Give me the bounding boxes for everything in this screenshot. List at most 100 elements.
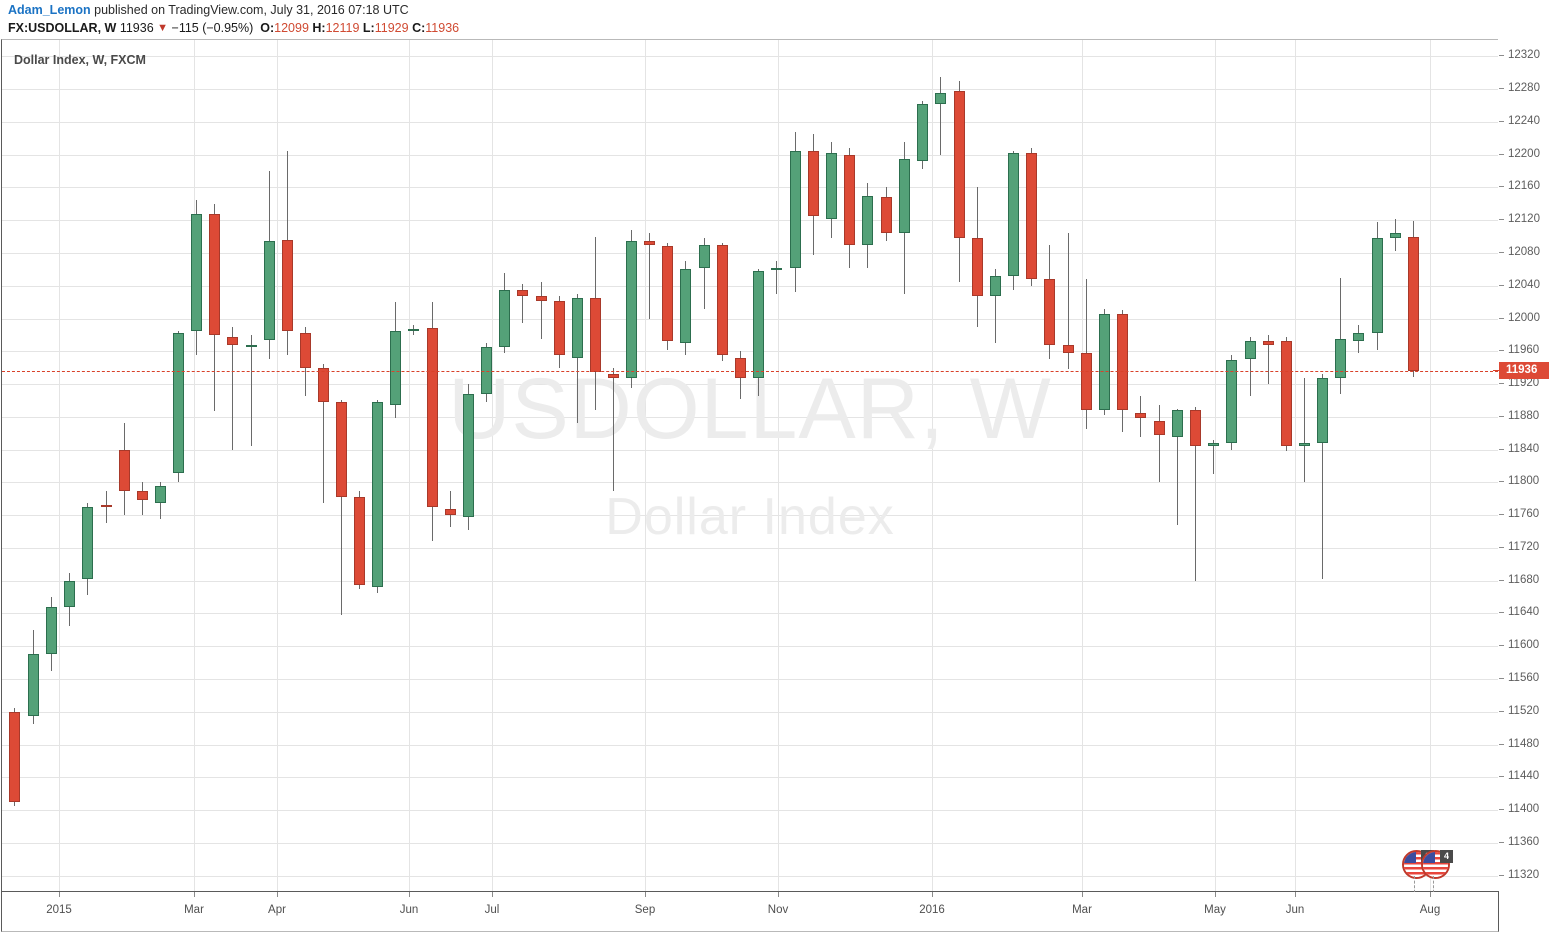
- candle-body: [989, 275, 1001, 296]
- us-flag-icon: [1421, 850, 1450, 879]
- price-axis-tick: 11760: [1498, 507, 1554, 521]
- candlestick: [299, 40, 311, 892]
- tick-mark: [1499, 317, 1504, 319]
- price-axis-label: 12320: [1508, 49, 1540, 62]
- candle-body: [898, 158, 910, 233]
- candlestick: [335, 40, 347, 892]
- candle-body: [553, 300, 565, 356]
- tick-mark: [1499, 678, 1504, 679]
- grid-line-vertical: [59, 40, 60, 892]
- candle-body: [426, 328, 438, 507]
- last-price: 11936: [119, 21, 154, 35]
- tick-mark: [1499, 55, 1504, 57]
- candle-body: [1025, 153, 1037, 280]
- candle-body: [480, 347, 492, 394]
- time-axis-label: Jun: [1285, 904, 1305, 916]
- candle-body: [861, 195, 873, 245]
- candlestick: [607, 40, 619, 892]
- price-axis-tick: 11560: [1498, 671, 1554, 685]
- price-axis-tick: 11600: [1498, 638, 1554, 652]
- symbol-label[interactable]: FX:USDOLLAR, W: [8, 21, 117, 35]
- candlestick: [770, 40, 782, 892]
- time-axis-tick-mark: [492, 892, 493, 897]
- chart-plot-area[interactable]: USDOLLAR, W Dollar Index Dollar Index, W…: [1, 39, 1499, 892]
- candle-body: [807, 150, 819, 217]
- down-arrow-icon: ▼: [157, 22, 169, 34]
- price-axis-label: 11920: [1508, 377, 1540, 390]
- time-axis-tick-mark: [409, 892, 410, 897]
- grid-line-vertical: [492, 40, 493, 892]
- candle-body: [1389, 232, 1401, 239]
- candlestick: [154, 40, 166, 892]
- price-axis-tick: 12200: [1498, 147, 1554, 161]
- candle-wick: [1212, 439, 1214, 475]
- tick-mark: [1499, 579, 1504, 581]
- candlestick: [353, 40, 365, 892]
- candle-body: [770, 267, 782, 270]
- publish-line: Adam_Lemon published on TradingView.com,…: [8, 3, 409, 17]
- candle-wick: [1194, 407, 1196, 581]
- time-axis-tick-mark: [1295, 892, 1296, 897]
- price-axis-tick: 12000: [1498, 311, 1554, 325]
- candle-body: [1171, 410, 1183, 438]
- grid-line-horizontal: [2, 810, 1498, 811]
- time-axis-tick-mark: [1430, 892, 1431, 897]
- candlestick: [1316, 40, 1328, 892]
- tick-mark: [1499, 612, 1504, 614]
- candle-body: [81, 506, 93, 580]
- price-axis-label: 11960: [1508, 344, 1540, 357]
- candle-wick: [648, 232, 650, 319]
- candlestick: [1371, 40, 1383, 892]
- candle-wick: [322, 363, 324, 503]
- tick-mark: [1499, 448, 1504, 450]
- chart-header: Adam_Lemon published on TradingView.com,…: [0, 0, 1555, 35]
- grid-line-horizontal: [2, 712, 1498, 713]
- candle-body: [1280, 341, 1292, 446]
- candle-body: [825, 153, 837, 219]
- author-link[interactable]: Adam_Lemon: [8, 3, 91, 17]
- candlestick: [317, 40, 329, 892]
- candle-body: [208, 213, 220, 335]
- time-axis-tick-mark: [778, 892, 779, 897]
- time-axis-tick-mark: [277, 892, 278, 897]
- tick-mark: [1499, 841, 1504, 843]
- price-axis-tick: 11960: [1498, 343, 1554, 357]
- grid-line-vertical: [1430, 40, 1431, 892]
- candle-body: [317, 367, 329, 403]
- time-axis-label: May: [1204, 904, 1226, 916]
- high-value: 12119: [325, 21, 360, 35]
- candlestick: [45, 40, 57, 892]
- grid-line-horizontal: [2, 286, 1498, 287]
- grid-line-horizontal: [2, 482, 1498, 483]
- candlestick: [971, 40, 983, 892]
- time-axis-label: Jul: [484, 904, 500, 916]
- grid-line-horizontal: [2, 581, 1498, 582]
- price-axis-label: 11400: [1508, 803, 1540, 816]
- price-axis-label: 12080: [1508, 246, 1540, 258]
- candle-body: [172, 333, 184, 473]
- candle-body: [136, 490, 148, 501]
- candlestick: [661, 40, 673, 892]
- candlestick: [1407, 40, 1419, 892]
- price-axis-tick: 12160: [1498, 179, 1554, 193]
- grid-line-horizontal: [2, 548, 1498, 549]
- price-axis-label: 11840: [1508, 442, 1540, 455]
- low-key: L:: [362, 21, 375, 35]
- tick-mark: [1499, 809, 1504, 811]
- candlestick: [444, 40, 456, 892]
- candle-body: [1407, 237, 1419, 371]
- price-axis[interactable]: 12320 12280 12240 12200 12160 12120 12080 12040…: [1493, 39, 1554, 891]
- price-axis-label: 11800: [1508, 475, 1540, 488]
- candle-body: [154, 486, 166, 503]
- candle-body: [916, 103, 928, 162]
- candlestick: [825, 40, 837, 892]
- candlestick: [698, 40, 710, 892]
- tick-mark: [1499, 415, 1504, 417]
- tick-mark: [1499, 383, 1504, 385]
- candlestick: [208, 40, 220, 892]
- price-axis-label: 11480: [1508, 737, 1540, 750]
- tick-mark: [1499, 120, 1504, 122]
- grid-line-horizontal: [2, 613, 1498, 614]
- candle-body: [1007, 153, 1019, 276]
- time-axis[interactable]: 2015 Mar Apr Jun Jul Sep Nov 2016 Mar May Jun Aug: [1, 891, 1499, 932]
